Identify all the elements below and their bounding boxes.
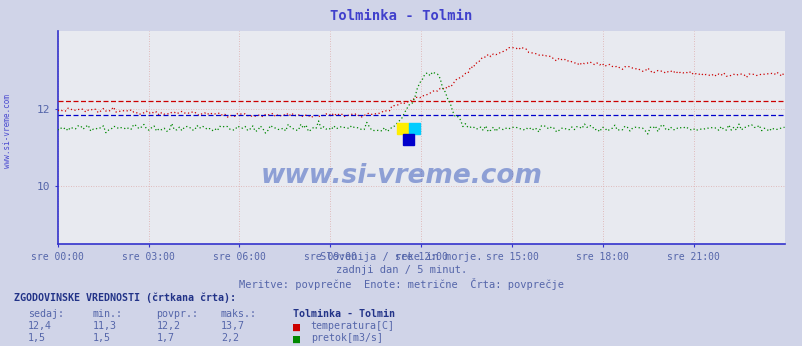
Text: www.si-vreme.com: www.si-vreme.com: [2, 94, 12, 169]
Text: pretok[m3/s]: pretok[m3/s]: [310, 333, 383, 343]
Text: Meritve: povprečne  Enote: metrične  Črta: povprečje: Meritve: povprečne Enote: metrične Črta:…: [239, 278, 563, 290]
Text: ■: ■: [293, 321, 300, 334]
Text: temperatura[C]: temperatura[C]: [310, 321, 395, 331]
Text: sedaj:: sedaj:: [28, 309, 64, 319]
Text: Slovenija / reke in morje.: Slovenija / reke in morje.: [320, 252, 482, 262]
Text: ZGODOVINSKE VREDNOSTI (črtkana črta):: ZGODOVINSKE VREDNOSTI (črtkana črta):: [14, 292, 236, 303]
Text: zadnji dan / 5 minut.: zadnji dan / 5 minut.: [335, 265, 467, 275]
Text: 12,2: 12,2: [156, 321, 180, 331]
Text: ■: ■: [293, 333, 300, 346]
Text: 1,5: 1,5: [92, 333, 110, 343]
Text: 13,7: 13,7: [221, 321, 245, 331]
Text: min.:: min.:: [92, 309, 122, 319]
Text: 11,3: 11,3: [92, 321, 116, 331]
Text: Tolminka - Tolmin: Tolminka - Tolmin: [293, 309, 395, 319]
Text: 2,2: 2,2: [221, 333, 238, 343]
Text: 1,5: 1,5: [28, 333, 46, 343]
Text: povpr.:: povpr.:: [156, 309, 198, 319]
Text: 1,7: 1,7: [156, 333, 174, 343]
Text: www.si-vreme.com: www.si-vreme.com: [260, 163, 542, 190]
Text: Tolminka - Tolmin: Tolminka - Tolmin: [330, 9, 472, 22]
Text: 12,4: 12,4: [28, 321, 52, 331]
Text: maks.:: maks.:: [221, 309, 257, 319]
